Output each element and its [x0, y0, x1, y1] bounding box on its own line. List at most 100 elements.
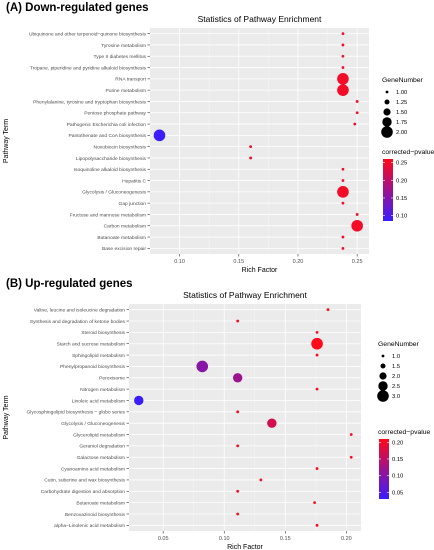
y-tick-label: Sphingolipid metabolism: [72, 353, 125, 359]
color-legend-title: corrected−pvalue: [378, 429, 431, 436]
data-point: [313, 501, 316, 505]
data-point: [153, 129, 166, 142]
data-point: [349, 433, 353, 436]
y-tick-label: Benzoxazinoid biosynthesis: [65, 512, 126, 518]
y-tick-label: Valine, leucine and isoleucine degradati…: [34, 307, 126, 313]
y-tick-label: Pantothenate and CoA biosynthesis: [69, 133, 147, 139]
data-point: [341, 246, 345, 250]
data-point: [337, 73, 349, 85]
y-tick-label: Synthesis and degradation of ketone bodi…: [30, 319, 126, 325]
y-tick-label: Phenylpropanoid biosynthesis: [60, 364, 126, 370]
y-tick-label: Pentose phosphate pathway: [84, 111, 146, 117]
data-point: [259, 478, 263, 482]
size-legend-label: 1.50: [396, 110, 407, 116]
data-point: [341, 167, 345, 171]
size-legend-dot: [379, 372, 387, 380]
y-tick-label: Tropane, piperidine and pyridine alkaloi…: [30, 65, 147, 71]
data-point: [311, 337, 323, 350]
plot-panel: [129, 304, 361, 531]
data-point: [236, 319, 240, 323]
size-legend-label: 1.5: [392, 364, 400, 370]
y-tick-label: Novobiocin biosynthesis: [94, 144, 147, 150]
y-tick-label: Carbon metabolism: [104, 224, 146, 230]
y-tick-label: Type II diabetes mellitus: [94, 54, 147, 60]
y-tick-label: Carbohydrate digestion and absorption: [41, 489, 126, 495]
y-tick-label: Glycerolipid metabolism: [73, 432, 125, 438]
color-legend-bar: [383, 159, 393, 221]
x-tick-label: 0.15: [233, 259, 244, 265]
y-tick-label: Glycolysis / Gluconeogenesis: [61, 421, 125, 427]
data-point: [315, 523, 319, 527]
size-legend-dot: [384, 99, 390, 105]
size-legend-dot: [380, 363, 386, 369]
size-legend-dot: [377, 390, 389, 402]
y-tick-label: Cyanoamino acid metabolism: [61, 466, 125, 472]
data-point: [249, 156, 253, 160]
color-legend-label: 0.25: [396, 161, 407, 167]
plot-panel: [150, 28, 369, 254]
x-tick-label: 0.25: [352, 259, 363, 265]
data-point: [236, 410, 240, 414]
data-point: [355, 213, 359, 216]
data-point: [355, 111, 359, 115]
data-point: [249, 145, 253, 149]
data-point: [351, 219, 363, 232]
up-regulated-enrichment-chart: Statistics of Pathway Enrichment 0.05 0.10…: [3, 290, 431, 550]
y-tick-label: Isoquinoline alkaloid biosynthesis: [74, 167, 147, 173]
color-legend-bar: [379, 439, 389, 499]
y-tick-label: Glycolysis / Gluconeogenesis: [82, 190, 146, 196]
data-point: [349, 455, 353, 459]
data-point: [315, 387, 319, 391]
data-point: [236, 512, 240, 516]
down-regulated-enrichment-chart: Statistics of Pathway Enrichment 0.10 0.15…: [3, 14, 434, 272]
y-tick-label: Hepatitis C: [122, 178, 146, 184]
size-legend-title: GeneNumber: [378, 341, 420, 348]
y-tick-label: Tyrosine metabolism: [101, 43, 146, 49]
y-tick-label: Nitrogen metabolism: [80, 387, 125, 393]
size-legend-label: 1.00: [396, 90, 407, 96]
x-tick-label: 0.10: [174, 259, 185, 265]
data-point: [236, 444, 240, 448]
size-legend-label: 1.0: [392, 354, 400, 360]
y-tick-label: alpha−Linolenic acid metabolism: [54, 523, 125, 529]
data-point: [326, 308, 330, 312]
data-point: [315, 353, 319, 357]
data-point: [267, 418, 277, 428]
size-legend-label: 2.5: [392, 384, 400, 390]
size-legend-dot: [381, 354, 385, 358]
color-legend-title: corrected−pvalue: [382, 149, 434, 156]
data-point: [337, 84, 349, 96]
color-legend-label: 0.10: [396, 214, 407, 220]
data-point: [341, 54, 345, 58]
data-point: [341, 32, 345, 36]
size-legend-dot: [382, 117, 392, 127]
y-axis-label: Pathway Term: [3, 119, 10, 163]
data-point: [355, 100, 359, 103]
y-tick-label: Base excision repair: [102, 246, 146, 252]
y-tick-label: RNA transport: [115, 77, 146, 83]
data-point: [341, 66, 345, 69]
y-tick-label: Lipopolysaccharide biosynthesis: [76, 156, 147, 162]
x-axis-label: Rich Factor: [242, 267, 278, 272]
data-point: [315, 467, 319, 470]
y-tick-label: Butanoate metabolism: [97, 235, 146, 241]
data-point: [134, 395, 144, 406]
y-tick-label: Cutin, suberine and wax biosynthesis: [44, 478, 125, 484]
data-point: [353, 122, 357, 126]
y-tick-label: Geraniol degradation: [79, 444, 125, 450]
data-point: [341, 179, 345, 182]
size-legend-dot: [385, 90, 389, 94]
y-tick-label: Purine metabolism: [105, 88, 146, 94]
data-point: [337, 186, 349, 198]
y-tick-label: Peroxisome: [99, 376, 125, 382]
y-axis-label: Pathway Term: [3, 395, 10, 439]
panel-b-heading: (B) Up-regulated genes: [6, 278, 133, 290]
size-legend-dot: [381, 126, 393, 138]
size-legend-label: 2.00: [396, 130, 407, 136]
data-point: [236, 489, 240, 493]
data-point: [315, 330, 319, 334]
y-tick-label: Glycosphingolipid biosynthesis − globo s…: [26, 410, 125, 416]
y-tick-label: Pathogenic Escherichia coli infection: [67, 122, 147, 128]
size-legend-label: 2.0: [392, 374, 400, 380]
chart-title: Statistics of Pathway Enrichment: [183, 290, 307, 300]
